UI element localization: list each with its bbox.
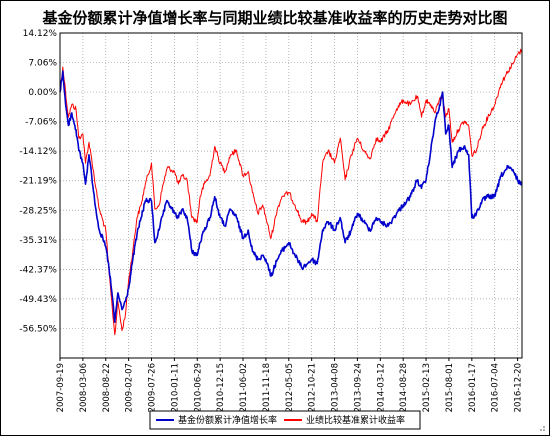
y-tick-label: 7.06% [28,59,57,69]
y-tick-label: -7.06% [25,118,57,128]
x-tick-label: 2016-01-17 [468,363,478,412]
benchmark-return-line [59,48,523,336]
x-tick-label: 2013-04-08 [331,363,341,412]
x-tick-label: 2009-07-26 [148,363,158,412]
resize-corner-icon [540,426,545,431]
x-tick-label: 2008-08-22 [102,363,112,412]
x-tick-label: 2015-02-13 [422,363,432,412]
y-tick-label: -56.50% [19,324,57,334]
x-tick-label: 2015-08-01 [445,363,455,412]
legend: 基金份额累计净值增长率 业绩比较基准累计收益率 [149,410,421,430]
x-tick-label: 2011-06-02 [239,363,249,412]
x-tick-label: 2014-03-12 [376,363,386,412]
x-tick-label: 2013-09-24 [353,363,363,412]
y-tick-label: -21.19% [19,177,57,187]
y-tick-label: 0.00% [28,88,57,98]
y-tick-label: -35.31% [19,236,57,246]
y-tick-label: 14.12% [23,29,58,39]
chart-title: 基金份额累计净值增长率与同期业绩比较基准收益率的历史走势对比图 [41,9,507,27]
x-tick-label: 2012-10-21 [308,363,318,412]
y-axis-ticks: 14.12% 7.06% 0.00% -7.06% -14.12% -21.19% -28.… [19,29,57,334]
x-tick-label: 2010-01-11 [170,363,180,412]
x-tick-label: 2014-08-28 [399,363,409,412]
y-tick-label: -28.25% [19,206,57,216]
y-tick-label: -14.12% [19,147,57,157]
x-tick-label: 2011-11-18 [262,363,272,412]
legend-label-benchmark: 业绩比较基准累计收益率 [306,414,405,426]
series-lines [59,48,523,336]
x-tick-label: 2016-07-04 [491,363,501,412]
fund-nav-growth-line [59,70,523,323]
x-tick-label: 2012-05-05 [285,363,295,412]
x-axis-ticks: 2007-09-19 2008-03-06 2008-08-22 2009-02-07… [56,358,524,412]
x-tick-label: 2008-03-06 [79,363,89,412]
legend-label-fund: 基金份额累计净值增长率 [178,414,277,426]
y-tick-label: -49.43% [19,295,57,305]
x-tick-label: 2007-09-19 [56,363,66,412]
x-tick-label: 2010-12-15 [216,363,226,412]
y-tick-label: -42.37% [19,265,57,275]
plot-frame [59,32,523,359]
x-tick-label: 2016-12-20 [514,363,524,412]
x-tick-label: 2009-02-07 [125,363,135,412]
x-tick-label: 2010-06-29 [193,363,203,412]
